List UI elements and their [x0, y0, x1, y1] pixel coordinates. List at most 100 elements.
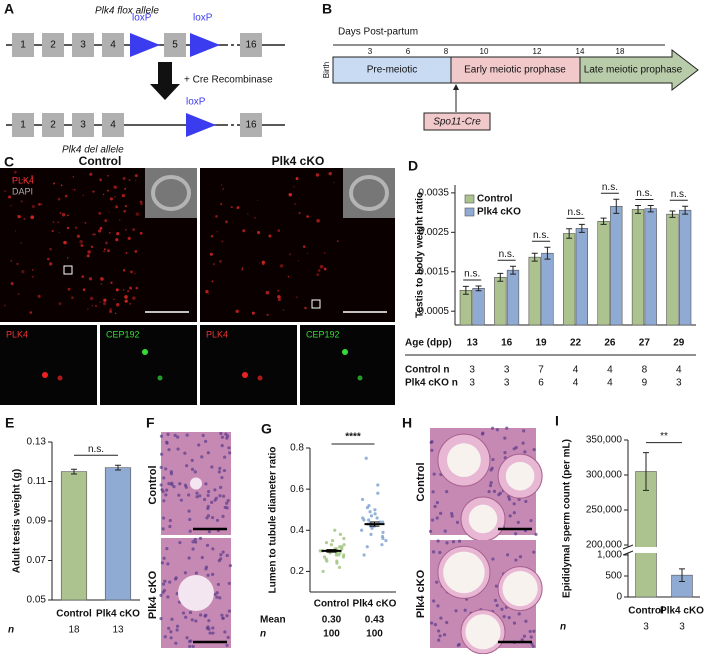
day-label: 10 [480, 47, 489, 56]
day-label: 14 [576, 47, 585, 56]
signal [127, 290, 130, 293]
signal [57, 197, 61, 201]
exon-label: 1 [20, 120, 26, 131]
nucleus [193, 537, 197, 542]
exon [42, 33, 64, 57]
y-tick-label: 350,000 [586, 435, 623, 446]
signal [4, 304, 6, 307]
nucleus [165, 547, 169, 551]
nucleus [503, 456, 507, 460]
nucleus [201, 433, 205, 438]
loxp-label: loxP [193, 13, 213, 24]
signal [139, 200, 143, 204]
signal [103, 298, 107, 302]
nucleus [176, 447, 180, 451]
signal [139, 231, 143, 235]
nucleus [167, 448, 171, 452]
signal [10, 260, 13, 262]
y-tick-label: 0.0035 [418, 188, 449, 199]
nucleus [204, 567, 208, 571]
signal [336, 240, 339, 242]
signal [298, 212, 301, 215]
signal [71, 296, 74, 300]
exon [12, 33, 34, 57]
signal [76, 234, 81, 238]
nucleus [206, 506, 210, 511]
nucleus [181, 611, 186, 615]
point [318, 549, 322, 553]
arrow-head [453, 84, 459, 90]
nucleus [160, 561, 165, 565]
nucleus [439, 511, 443, 516]
stage [332, 56, 452, 84]
error-bar [544, 246, 551, 260]
micrograph [100, 325, 197, 405]
nucleus [159, 483, 163, 487]
point [338, 545, 342, 549]
n-value: 18 [68, 625, 80, 636]
row-title: Plk4 cKO [147, 570, 159, 619]
signal [294, 203, 296, 205]
n-value: 3 [504, 365, 510, 376]
signal [57, 221, 60, 224]
nucleus [203, 497, 207, 502]
point [373, 508, 377, 512]
nucleus [176, 435, 180, 439]
driver-box [423, 112, 491, 131]
nucleus [168, 518, 172, 523]
n-row-label: n [560, 622, 566, 633]
exon [72, 113, 94, 137]
nucleus [454, 609, 458, 613]
signal [124, 295, 128, 299]
nucleus [439, 616, 443, 620]
nucleus [218, 466, 222, 470]
signal [67, 287, 71, 291]
bar [610, 205, 623, 326]
signal [20, 242, 22, 244]
nucleus [203, 614, 207, 618]
nucleus [223, 455, 227, 459]
signal [81, 275, 85, 279]
nucleus [198, 494, 202, 498]
nucleus [174, 641, 178, 645]
error-bar [531, 252, 538, 262]
stage [450, 56, 581, 84]
signal [63, 240, 67, 245]
signal [123, 269, 126, 272]
nucleus [185, 433, 189, 437]
signal [357, 375, 363, 381]
nucleus [223, 505, 227, 510]
nucleus [166, 562, 170, 566]
signal [58, 302, 62, 306]
signal [296, 296, 298, 298]
nucleus [161, 590, 165, 594]
annotation: ** [660, 431, 668, 442]
signal [104, 219, 108, 223]
loxp-site [130, 33, 160, 57]
n-value: 7 [538, 365, 544, 376]
nucleus [178, 482, 182, 486]
nucleus [523, 450, 527, 454]
point [376, 491, 380, 495]
signal [31, 204, 35, 209]
bar [541, 252, 554, 326]
signal [49, 262, 53, 266]
signal [236, 206, 240, 210]
nucleus [430, 448, 434, 452]
row-title: Plk4 cKO [415, 569, 427, 618]
signal [30, 215, 35, 219]
exon-label: 4 [110, 120, 116, 131]
signal [100, 277, 104, 281]
nucleus [480, 432, 485, 436]
signal [14, 170, 17, 174]
nucleus [505, 426, 509, 430]
nucleus [163, 635, 167, 639]
panel-letter: G [261, 421, 272, 437]
point [338, 532, 342, 537]
axis-title: Days Post-partum [338, 27, 418, 38]
n-row-label: n [8, 625, 14, 636]
lumen [190, 477, 202, 490]
nucleus [213, 498, 217, 502]
column-title: Plk4 cKO [272, 154, 325, 168]
micrographs [0, 168, 395, 405]
